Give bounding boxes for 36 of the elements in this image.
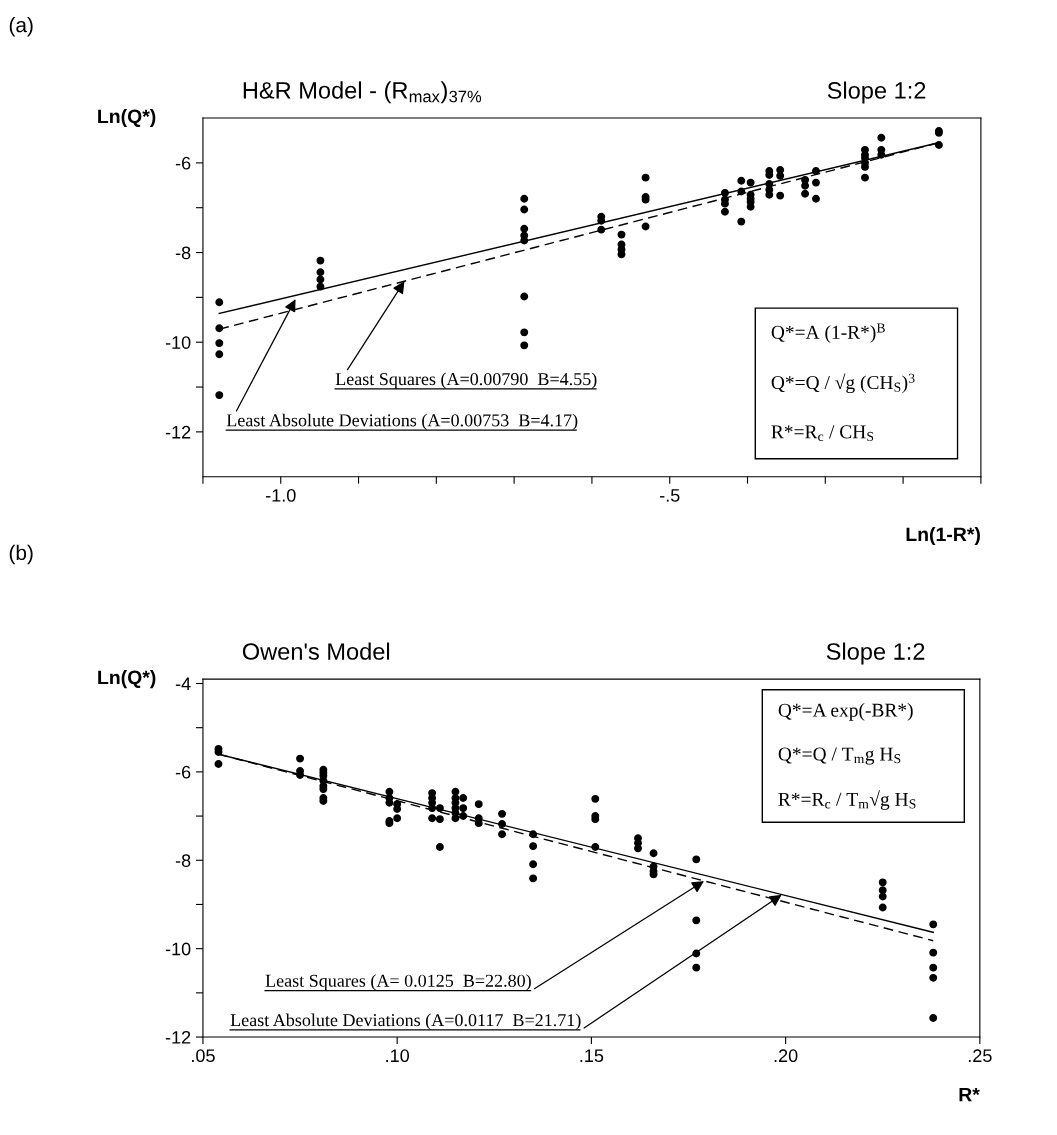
annotation: R*=R$_{c}$ / CH$_{S}$ [771,425,874,441]
x-tick-label: -.5 [659,489,680,502]
x-tick-label: .25 [968,1049,992,1063]
x-tick-label: .20 [774,1049,798,1063]
annotation: Least Absolute Deviations (A=0.0117 B=21.71) [230,1013,581,1030]
y-tick-label: -8 [175,246,191,260]
annotation: Least Squares (A= 0.0125 B=22.80) [265,974,531,991]
annotation: Q*=A (1-R*)$^{B}$ [771,323,885,343]
y-axis-title: Ln(Q*) [98,670,156,689]
x-tick-label: .05 [192,1049,215,1063]
annotation: Q*=Q / √g (CH$_{S}$)$^{3}$ [771,373,915,394]
y-tick-label: -6 [175,156,191,170]
annotation: Q*=Q / T$_{m}$g H$_{S}$ [778,747,901,765]
x-tick-label: .15 [580,1049,604,1063]
y-tick-label: -10 [165,942,191,956]
y-tick-label: -10 [165,336,191,349]
x-axis-title: R* [959,1087,980,1102]
chart-subtitle: Slope 1:2 [827,81,926,104]
annotation: Least Squares (A=0.00790 B=4.55) [335,372,597,389]
y-tick-label: -4 [175,677,191,691]
y-tick-label: -12 [165,425,191,439]
y-tick-label: -6 [175,765,191,779]
annotation: Least Absolute Deviations (A=0.00753 B=4.17) [226,413,578,431]
text: (a) [9,17,33,37]
annotation: R*=R$_{c}$ / T$_{m}$√g H$_{S}$ [778,790,916,810]
annotation: Q*=A exp(-BR*) [778,703,913,721]
y-axis-title: Ln(Q*) [98,108,156,128]
chart-subtitle: Slope 1:2 [826,642,925,665]
text: (b) [9,544,33,565]
x-tick-label: -1.0 [265,488,296,502]
chart-title: Owen's Model [242,642,390,660]
x-tick-label: .10 [386,1049,410,1063]
y-tick-label: -12 [165,1030,191,1044]
y-tick-label: -8 [175,854,191,867]
x-axis-title: Ln(1-R*) [906,526,980,546]
chart-title: H&R Model - (R$_{max}$)$_{37%}$ [243,81,482,104]
